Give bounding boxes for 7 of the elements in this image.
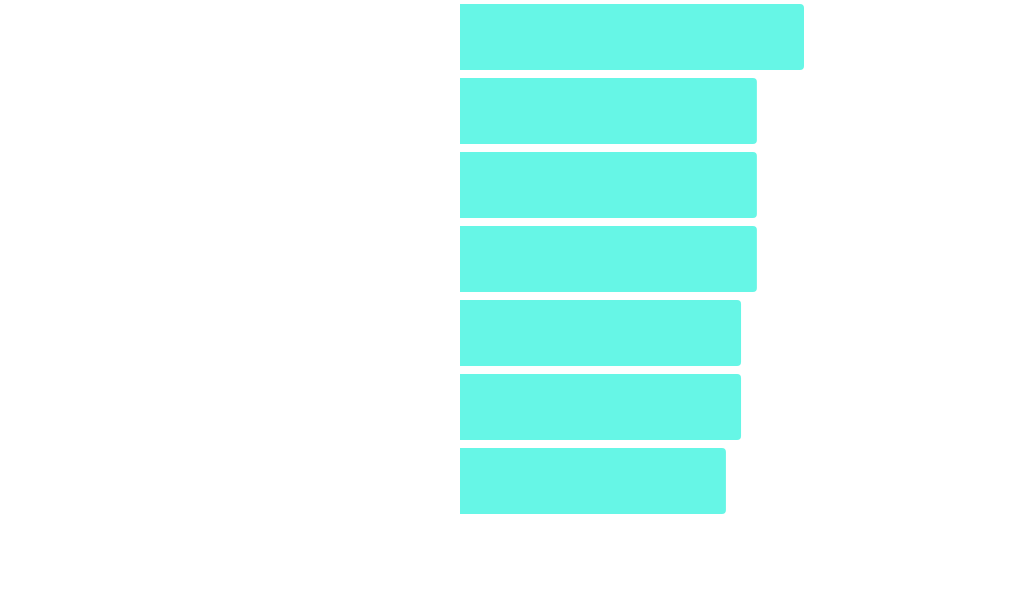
bar xyxy=(460,448,726,514)
bar xyxy=(460,300,742,366)
bar xyxy=(460,374,742,440)
bar xyxy=(460,78,757,144)
bar xyxy=(460,226,757,292)
bar xyxy=(460,4,804,70)
bar xyxy=(460,152,757,218)
